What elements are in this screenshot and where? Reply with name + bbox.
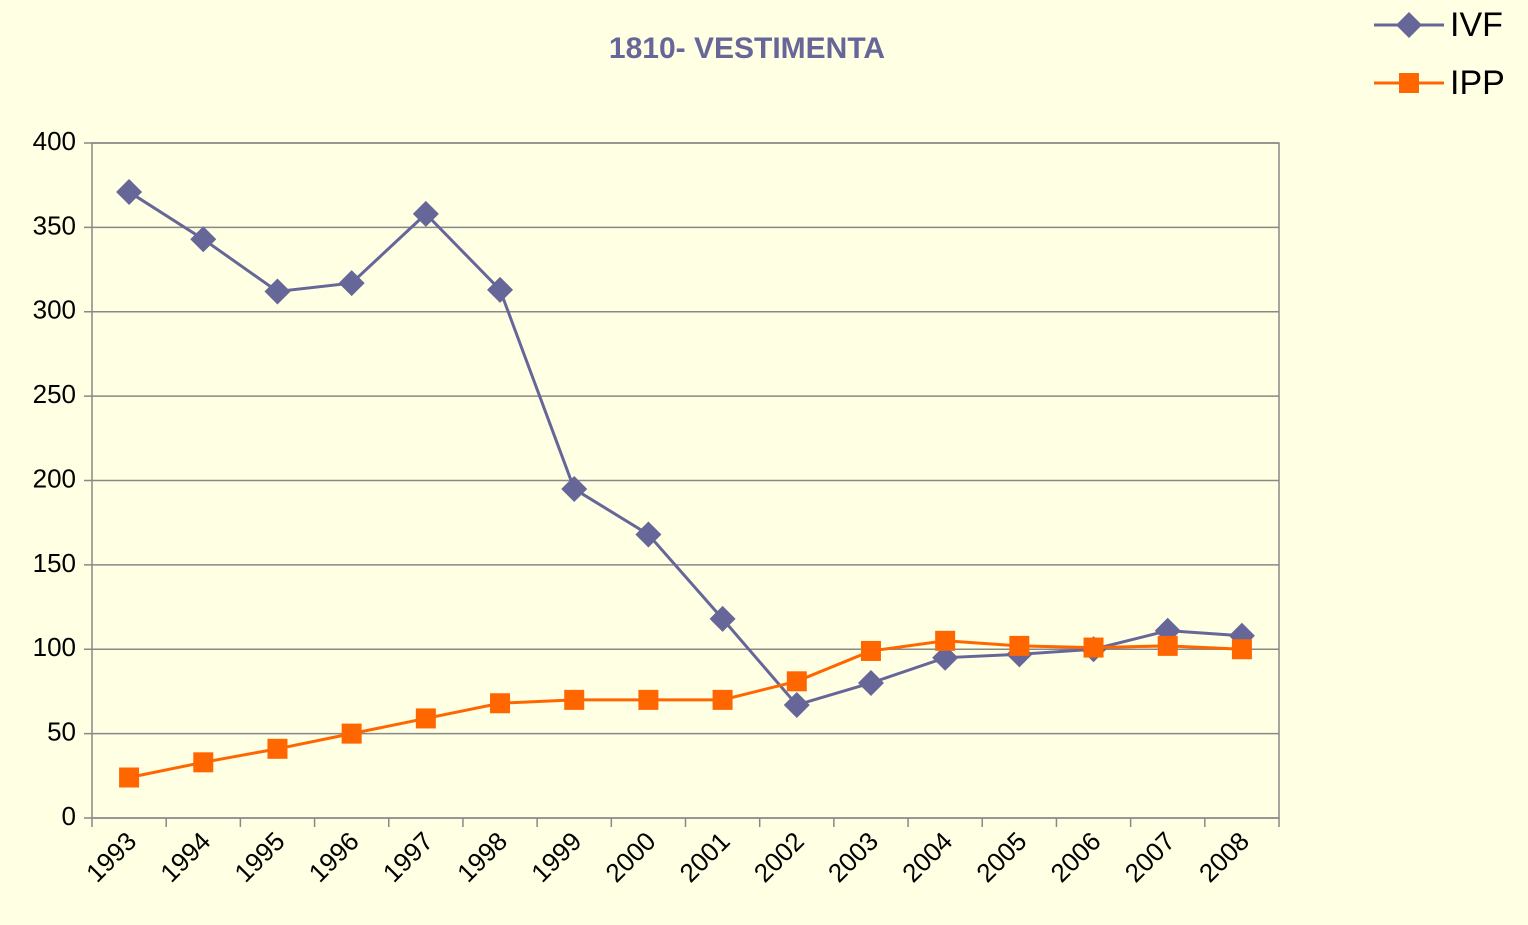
y-tick-label: 300 bbox=[33, 295, 76, 325]
square-marker bbox=[638, 689, 659, 710]
diamond-marker bbox=[1396, 12, 1422, 38]
diamond-marker bbox=[116, 178, 143, 205]
diamond-marker bbox=[561, 475, 588, 502]
legend-label: IVF bbox=[1450, 6, 1503, 44]
y-tick-label: 100 bbox=[33, 632, 76, 662]
square-marker bbox=[193, 752, 214, 773]
chart-title: 1810- VESTIMENTA bbox=[609, 32, 885, 65]
diamond-marker bbox=[709, 605, 736, 632]
square-marker bbox=[935, 630, 956, 651]
square-marker bbox=[415, 708, 436, 729]
y-tick-label: 50 bbox=[47, 717, 76, 747]
square-marker bbox=[119, 767, 140, 788]
diamond-marker bbox=[338, 270, 365, 297]
y-tick-label: 400 bbox=[33, 126, 76, 156]
square-marker bbox=[564, 689, 585, 710]
legend-label: IPP bbox=[1450, 64, 1505, 102]
square-marker bbox=[860, 640, 881, 661]
square-marker bbox=[1009, 635, 1030, 656]
diamond-marker bbox=[857, 670, 884, 696]
square-marker bbox=[786, 671, 807, 692]
diamond-marker bbox=[264, 278, 291, 305]
square-marker bbox=[712, 689, 733, 710]
square-marker bbox=[1399, 73, 1419, 93]
diamond-marker bbox=[932, 644, 959, 671]
diamond-marker bbox=[635, 521, 662, 548]
diamond-marker bbox=[412, 200, 439, 227]
series-line bbox=[128, 190, 1243, 707]
diamond-marker bbox=[783, 691, 810, 718]
square-marker bbox=[341, 723, 362, 744]
series-line bbox=[128, 639, 1242, 779]
square-marker bbox=[1083, 637, 1104, 658]
square-marker bbox=[1231, 639, 1252, 660]
square-marker bbox=[490, 693, 511, 714]
y-tick-label: 200 bbox=[33, 463, 76, 493]
diamond-marker bbox=[487, 276, 514, 303]
y-tick-label: 0 bbox=[62, 801, 76, 831]
square-marker bbox=[1157, 635, 1178, 656]
y-tick-label: 250 bbox=[33, 379, 76, 409]
y-tick-label: 350 bbox=[33, 210, 76, 240]
square-marker bbox=[267, 738, 288, 759]
diamond-marker bbox=[190, 226, 217, 253]
y-tick-label: 150 bbox=[33, 548, 76, 578]
